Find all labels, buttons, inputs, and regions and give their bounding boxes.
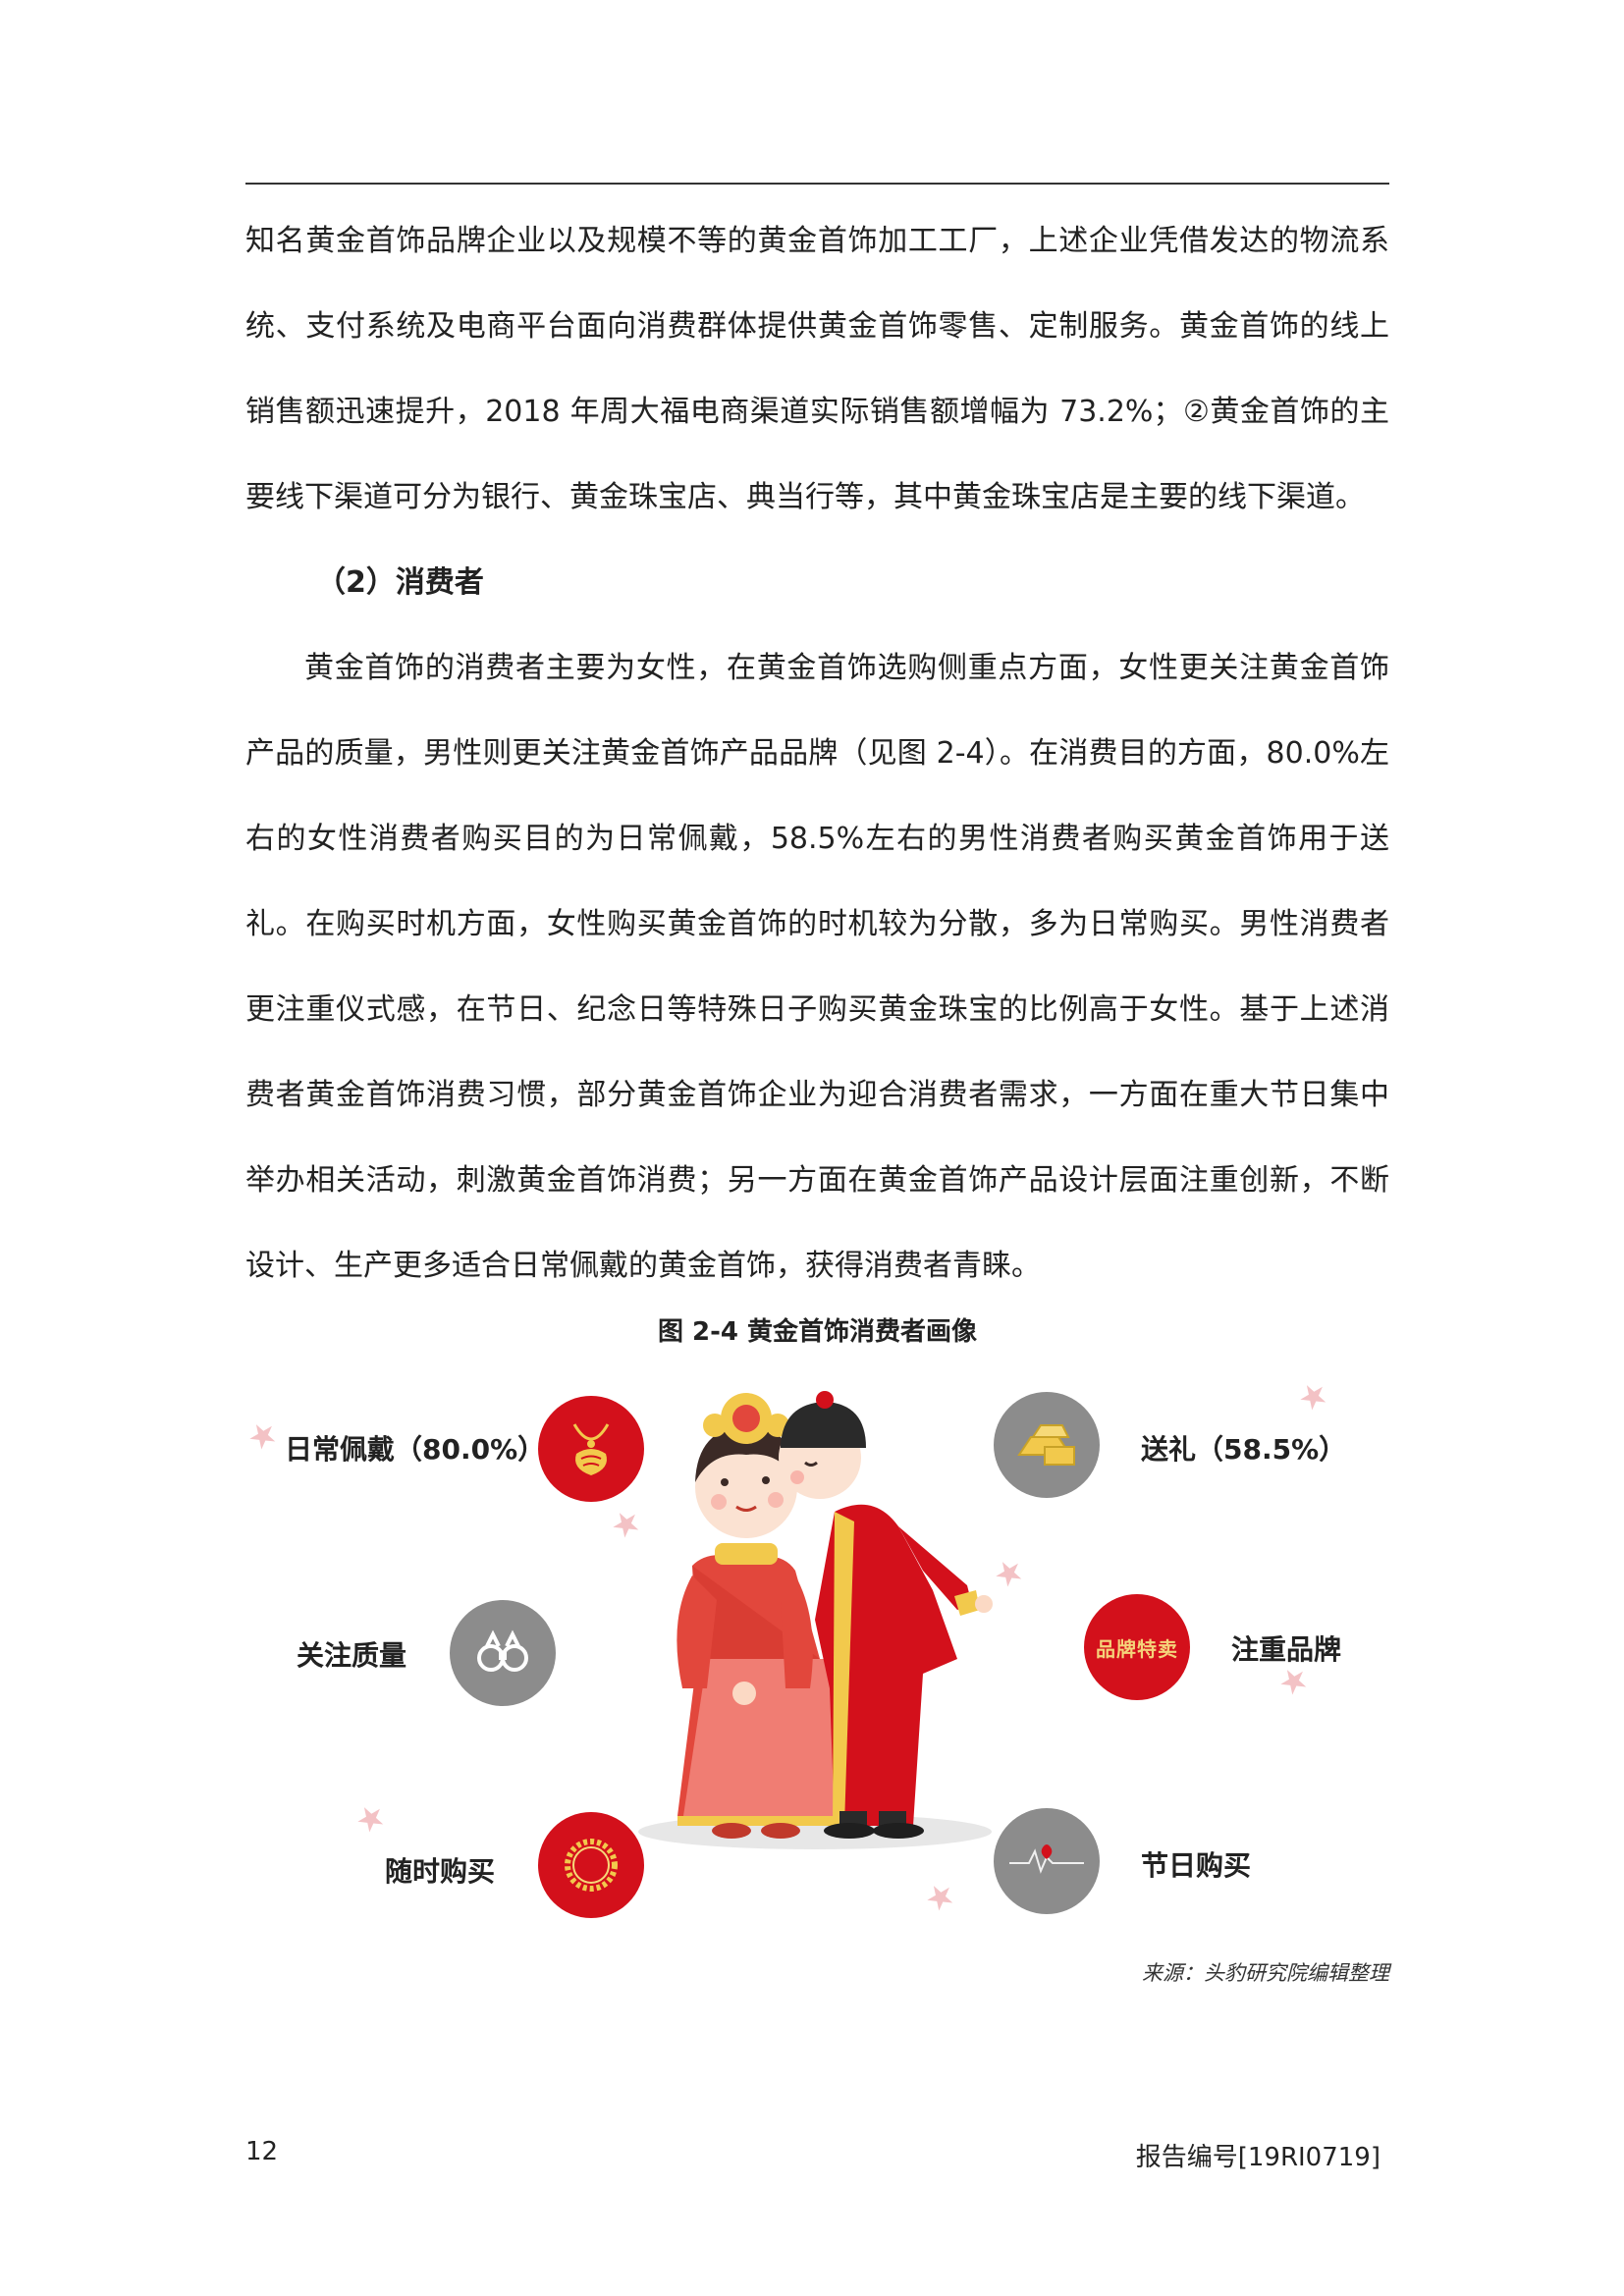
header-rule bbox=[245, 183, 1389, 185]
page-number: 12 bbox=[245, 2137, 279, 2166]
svg-text:★: ★ bbox=[987, 1549, 1032, 1598]
paragraph-channels: 知名黄金首饰品牌企业以及规模不等的黄金首饰加工工厂，上述企业凭借发达的物流系统、… bbox=[245, 224, 1389, 514]
label-daily-wear: 日常佩戴（80.0%） bbox=[285, 1433, 546, 1466]
label-gift: 送礼（58.5%） bbox=[1141, 1433, 1347, 1466]
couple-illustration bbox=[638, 1391, 993, 1849]
svg-text:★: ★ bbox=[349, 1794, 394, 1843]
magnifier-icon bbox=[450, 1600, 556, 1706]
report-id: 报告编号[19RI0719] bbox=[1135, 2143, 1380, 2172]
gold-bar-icon bbox=[994, 1392, 1100, 1498]
label-quality: 关注质量 bbox=[297, 1639, 407, 1672]
svg-text:★: ★ bbox=[604, 1500, 649, 1549]
figure-source: 来源：头豹研究院编辑整理 bbox=[1142, 1961, 1389, 1985]
body-text: 知名黄金首饰品牌企业以及规模不等的黄金首饰加工工厂，上述企业凭借发达的物流系统、… bbox=[245, 198, 1389, 1308]
bracelet-icon bbox=[538, 1812, 644, 1918]
svg-text:★: ★ bbox=[1291, 1372, 1336, 1421]
svg-text:★: ★ bbox=[918, 1873, 963, 1922]
necklace-icon bbox=[538, 1396, 644, 1502]
paragraph-consumers: 黄金首饰的消费者主要为女性，在黄金首饰选购侧重点方面，女性更关注黄金首饰产品的质… bbox=[245, 651, 1389, 1283]
brand-badge-text: 品牌特卖 bbox=[1096, 1636, 1178, 1661]
label-holiday: 节日购买 bbox=[1141, 1849, 1252, 1882]
figure-caption: 图 2-4 黄金首饰消费者画像 bbox=[657, 1317, 978, 1347]
label-anytime: 随时购买 bbox=[385, 1855, 496, 1888]
svg-text:★: ★ bbox=[245, 1412, 286, 1461]
watermark-decoration: ★ ★ ★ ★ ★ ★ ★ bbox=[245, 1372, 1336, 1922]
brand-badge-icon: 品牌特卖 bbox=[1084, 1594, 1190, 1700]
section-heading-consumers: （2）消费者 bbox=[316, 565, 484, 600]
heartbeat-icon bbox=[994, 1808, 1100, 1914]
label-brand: 注重品牌 bbox=[1231, 1633, 1342, 1666]
consumer-portrait-figure: ★ ★ ★ ★ ★ ★ ★ 日常佩戴（80.0%） 送礼（58.5%） 关注质量 bbox=[245, 1364, 1389, 1949]
